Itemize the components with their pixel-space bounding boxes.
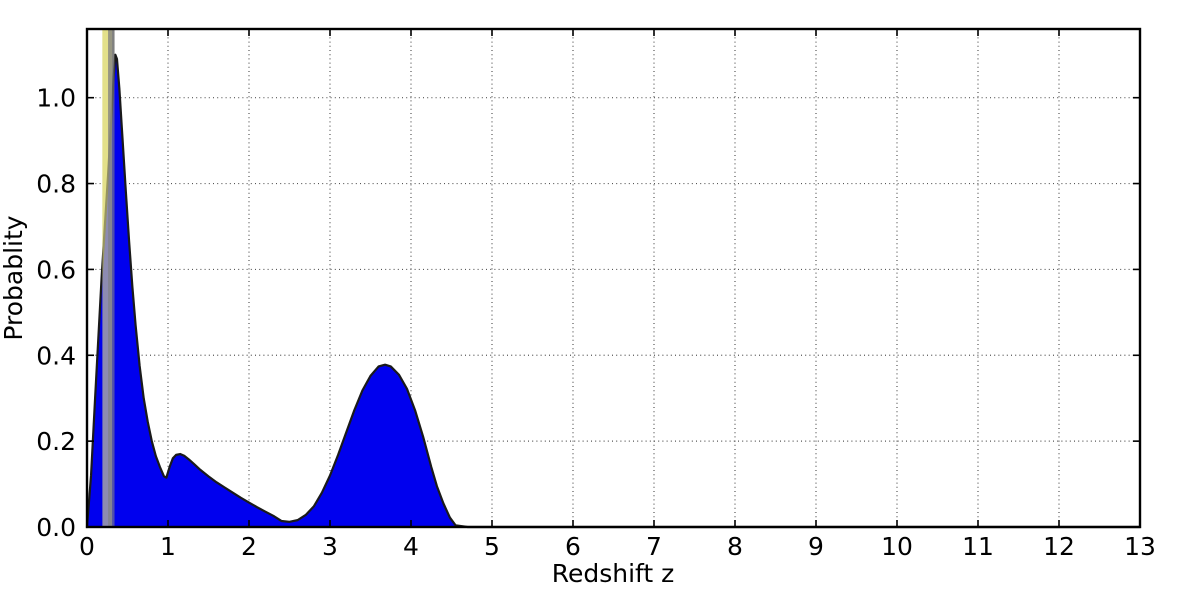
x-tick-label: 7	[646, 532, 662, 561]
annotation-bands-overlay	[102, 29, 115, 527]
x-tick-label: 13	[1124, 532, 1156, 561]
x-tick-label: 11	[962, 532, 994, 561]
y-axis-title: Probablity	[0, 215, 28, 340]
x-tick-label: 5	[484, 532, 500, 561]
x-axis-ticks	[86, 29, 1141, 527]
x-tick-label: 2	[241, 532, 257, 561]
x-axis-tick-labels: 0 1 2 3 4 5 6 7 8 9 10 11 12 13	[79, 532, 1156, 561]
plot-background	[87, 29, 1140, 527]
x-tick-label: 6	[565, 532, 581, 561]
pdf-outline	[85, 53, 1142, 529]
y-tick-label: 0.4	[36, 341, 76, 370]
y-axis-ticks	[87, 96, 1140, 528]
y-tick-label: 1.0	[36, 84, 76, 113]
y-tick-label: 0.2	[36, 427, 76, 456]
gray-band-overlay	[108, 29, 115, 527]
x-tick-label: 8	[727, 532, 743, 561]
x-tick-label: 0	[79, 532, 95, 561]
x-tick-label: 12	[1043, 532, 1075, 561]
yellow-band-overlay	[102, 29, 113, 527]
x-tick-label: 10	[881, 532, 913, 561]
plot-frame	[85, 27, 1142, 529]
y-tick-label: 0.6	[36, 255, 76, 284]
x-tick-label: 9	[808, 532, 824, 561]
x-tick-label: 1	[160, 532, 176, 561]
x-tick-label: 4	[403, 532, 419, 561]
x-axis-title: Redshift z	[552, 559, 675, 588]
y-tick-label: 0.8	[36, 170, 76, 199]
pdf-area-fill	[87, 54, 1140, 527]
x-tick-label: 3	[322, 532, 338, 561]
y-tick-label: 0.0	[36, 513, 76, 542]
y-axis-tick-labels: 0.0 0.2 0.4 0.6 0.8 1.0	[36, 84, 76, 542]
